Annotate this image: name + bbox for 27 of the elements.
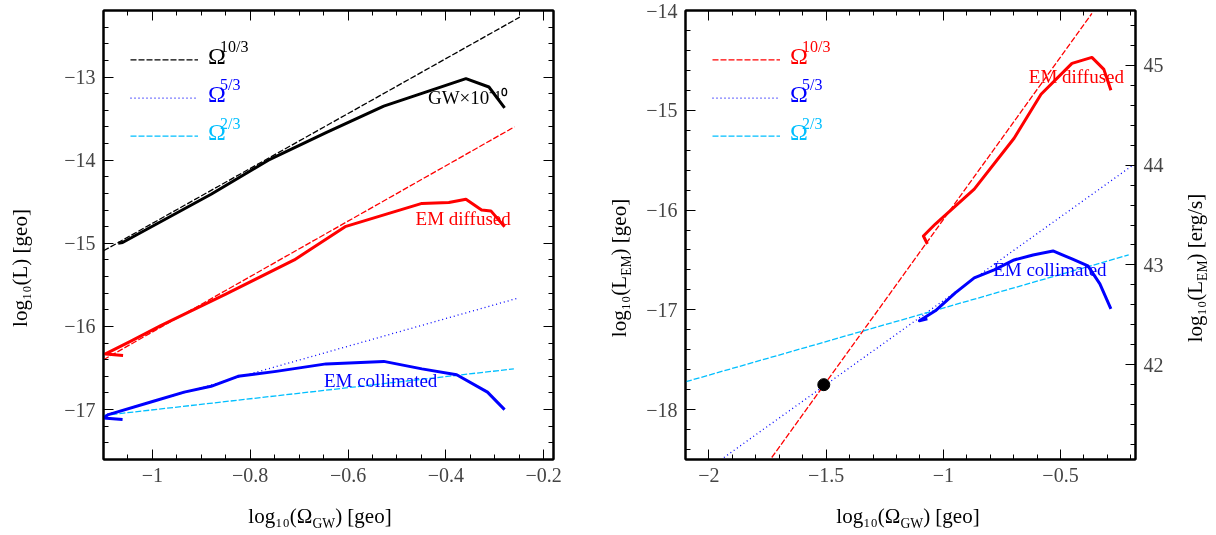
y2-tick-label: 45 [1143,54,1164,77]
y-tick-label: −16 [64,315,96,338]
x-tick-label: −0.4 [427,463,465,486]
y-tick-label: −18 [646,398,678,421]
y-tick-label: −15 [64,232,96,255]
y-axis-title: log₁₀(L) [geo] [7,208,33,327]
y-tick-label: −15 [646,99,678,122]
y-tick-label: −17 [646,298,678,321]
x-tick-label: −0.6 [329,463,367,486]
x-tick-label: −1 [932,463,954,486]
x-axis-title: log₁₀(Ω$_{GW}$) [geo] [248,502,392,533]
x-axis-title: log₁₀(Ω$_{GW}$) [geo] [836,502,980,533]
line-series [917,249,1113,323]
y-tick-label: −17 [64,398,96,421]
x-tick-label: −0.5 [1042,463,1079,486]
x-tick-label: −0.8 [232,463,269,486]
y2-tick-label: 43 [1143,253,1164,276]
y-tick-label: −14 [64,149,96,172]
y-tick-label: −13 [64,66,96,89]
y2-tick-label: 42 [1143,353,1164,376]
y-tick-label: −16 [646,199,678,222]
y-tick-label: −14 [646,0,678,22]
x-tick-label: −1.5 [807,463,845,486]
y2-tick-label: 44 [1143,154,1164,177]
x-tick-label: −2 [698,463,720,486]
x-tick-label: −0.2 [525,463,562,486]
x-tick-label: −1 [141,463,164,486]
